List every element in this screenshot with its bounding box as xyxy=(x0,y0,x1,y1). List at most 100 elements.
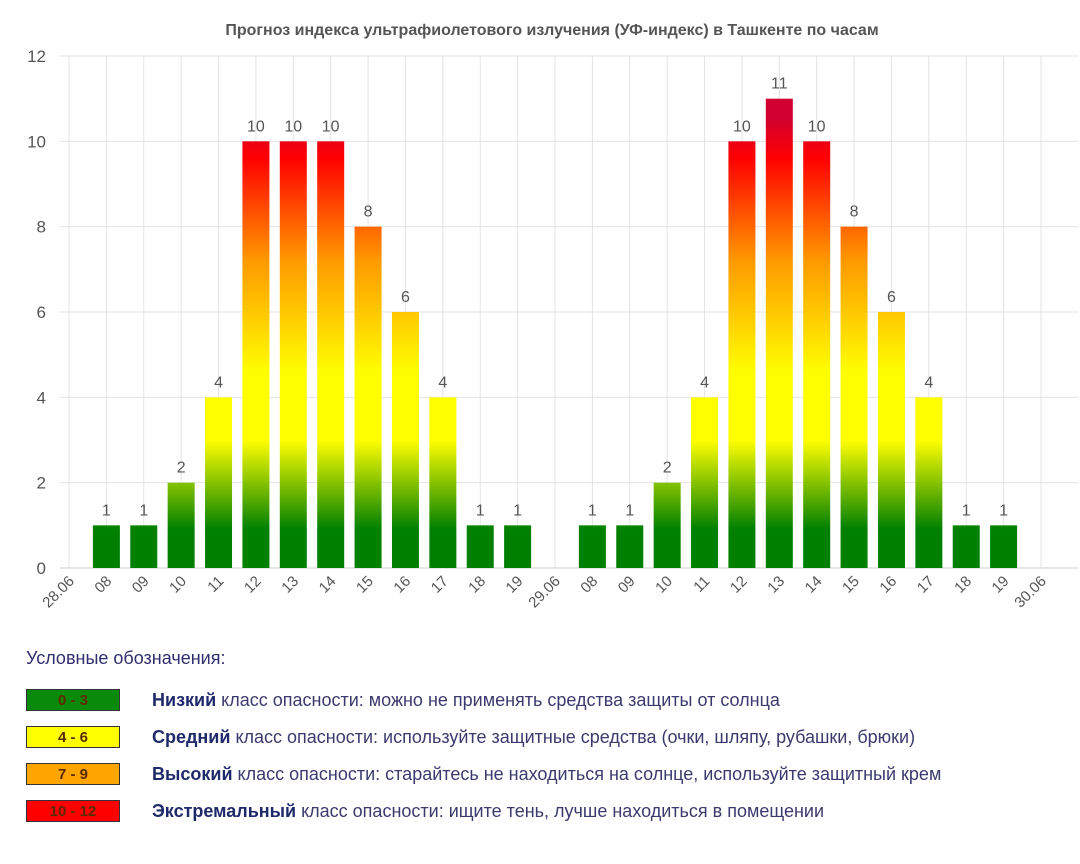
data-label: 4 xyxy=(700,374,709,391)
bar xyxy=(391,312,419,568)
bar xyxy=(765,98,793,569)
legend: Условные обозначения: 0 - 3 Низкий класс… xyxy=(26,648,1066,835)
x-tick-label: 08 xyxy=(577,573,601,597)
data-label: 10 xyxy=(322,118,340,135)
x-tick-label: 28.06 xyxy=(39,573,78,612)
data-label: 10 xyxy=(284,118,302,135)
chart-bars xyxy=(92,98,1018,569)
x-tick-label: 16 xyxy=(876,573,900,597)
bar xyxy=(877,312,905,568)
legend-range: 7 - 9 xyxy=(57,765,88,783)
data-label: 1 xyxy=(962,502,971,519)
x-tick-label: 18 xyxy=(465,573,489,597)
data-label: 1 xyxy=(625,502,634,519)
x-tick-label: 10 xyxy=(166,573,190,597)
y-axis-ticks: 0 2 4 6 8 10 12 xyxy=(27,47,46,578)
legend-range: 0 - 3 xyxy=(57,691,88,709)
x-tick-label: 11 xyxy=(204,573,227,596)
data-label: 1 xyxy=(999,502,1008,519)
legend-level: Низкий xyxy=(152,689,217,710)
data-label: 1 xyxy=(102,502,111,519)
y-tick-label: 2 xyxy=(37,474,46,493)
x-tick-label: 12 xyxy=(241,573,265,597)
x-tick-label: 17 xyxy=(914,573,938,597)
x-tick-label: 11 xyxy=(690,573,713,596)
data-label: 8 xyxy=(850,204,859,221)
data-label: 8 xyxy=(364,204,373,221)
legend-desc: класс опасности: ищите тень, лучше наход… xyxy=(296,800,825,821)
data-label: 1 xyxy=(476,502,485,519)
legend-item-medium: 4 - 6 Средний класс опасности: используй… xyxy=(26,724,1066,750)
bar xyxy=(205,397,233,568)
y-tick-label: 10 xyxy=(27,132,46,151)
data-label: 2 xyxy=(177,460,186,477)
bar xyxy=(466,525,494,568)
x-tick-label: 18 xyxy=(951,573,975,597)
bar xyxy=(990,525,1018,568)
y-tick-label: 0 xyxy=(37,559,46,578)
legend-text: Высокий класс опасности: старайтесь не н… xyxy=(152,764,941,785)
legend-range: 4 - 6 xyxy=(57,728,88,746)
bar xyxy=(653,482,681,568)
legend-title: Условные обозначения: xyxy=(26,648,226,668)
legend-text: Экстремальный класс опасности: ищите тен… xyxy=(152,801,824,822)
bar xyxy=(279,141,307,569)
x-tick-label: 14 xyxy=(316,573,340,597)
data-label: 2 xyxy=(663,460,672,477)
y-tick-label: 4 xyxy=(37,388,46,407)
x-tick-label: 15 xyxy=(839,573,863,597)
uv-index-chart: Прогноз индекса ультрафиолетового излуче… xyxy=(27,22,1078,612)
bar xyxy=(167,482,195,568)
x-tick-label: 29.06 xyxy=(525,573,564,612)
x-tick-label: 30.06 xyxy=(1011,573,1050,612)
data-label: 6 xyxy=(887,289,896,306)
bar xyxy=(429,397,457,568)
chart-title: Прогноз индекса ультрафиолетового излуче… xyxy=(225,22,878,39)
bar xyxy=(317,141,345,569)
legend-item-extreme: 10 - 12 Экстремальный класс опасности: и… xyxy=(26,798,1066,824)
bar xyxy=(92,525,120,568)
bar xyxy=(803,141,831,569)
y-tick-label: 12 xyxy=(27,47,46,66)
x-tick-label: 17 xyxy=(428,573,452,597)
data-label: 1 xyxy=(588,502,597,519)
data-label: 6 xyxy=(401,289,410,306)
bar xyxy=(578,525,606,568)
data-label: 1 xyxy=(139,502,148,519)
legend-range: 10 - 12 xyxy=(49,802,97,820)
legend-item-high: 7 - 9 Высокий класс опасности: старайтес… xyxy=(26,761,1066,787)
y-tick-label: 6 xyxy=(37,303,46,322)
x-tick-label: 13 xyxy=(764,573,788,597)
bar xyxy=(130,525,158,568)
data-label: 10 xyxy=(808,118,826,135)
legend-level: Высокий xyxy=(152,763,233,784)
legend-desc: класс опасности: можно не применять сред… xyxy=(216,689,780,710)
x-tick-label: 10 xyxy=(652,573,676,597)
x-tick-label: 19 xyxy=(989,573,1013,597)
legend-item-low: 0 - 3 Низкий класс опасности: можно не п… xyxy=(26,687,1066,713)
x-tick-label: 13 xyxy=(278,573,302,597)
x-tick-label: 09 xyxy=(615,573,639,597)
bar xyxy=(691,397,719,568)
bar xyxy=(840,226,868,568)
legend-text: Низкий класс опасности: можно не применя… xyxy=(152,690,780,711)
bar xyxy=(354,226,382,568)
x-tick-label: 12 xyxy=(727,573,751,597)
data-label: 4 xyxy=(438,374,447,391)
x-tick-label: 08 xyxy=(91,573,115,597)
legend-level: Экстремальный xyxy=(152,800,297,821)
legend-text: Средний класс опасности: используйте защ… xyxy=(152,727,915,748)
data-label: 4 xyxy=(214,374,223,391)
legend-swatch-high: 7 - 9 xyxy=(26,763,120,785)
bar xyxy=(242,141,270,569)
data-label: 1 xyxy=(513,502,522,519)
data-label: 4 xyxy=(924,374,933,391)
bar xyxy=(728,141,756,569)
legend-swatch-medium: 4 - 6 xyxy=(26,726,120,748)
legend-swatch-low: 0 - 3 xyxy=(26,689,120,711)
legend-desc: класс опасности: старайтесь не находитьс… xyxy=(232,763,942,784)
x-tick-label: 16 xyxy=(390,573,414,597)
legend-level: Средний xyxy=(152,726,231,747)
